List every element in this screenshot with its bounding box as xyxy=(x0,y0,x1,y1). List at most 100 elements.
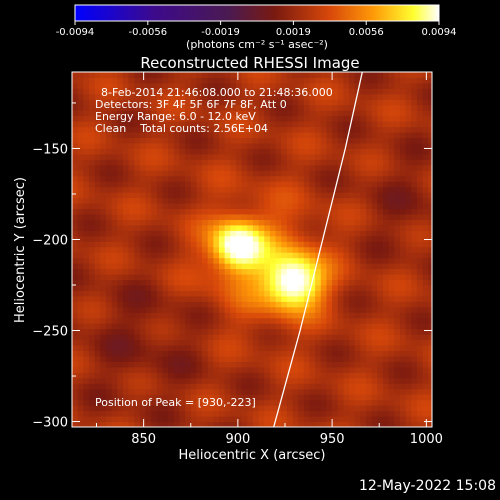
heatmap-cell xyxy=(151,323,158,330)
heatmap-cell xyxy=(349,219,356,226)
heatmap-cell xyxy=(371,405,378,412)
heatmap-cell xyxy=(264,334,271,341)
heatmap-cell xyxy=(411,159,418,166)
heatmap-cell xyxy=(349,164,356,171)
heatmap-cell xyxy=(241,99,248,106)
heatmap-cell xyxy=(320,175,327,182)
heatmap-cell xyxy=(117,175,124,182)
heatmap-cell xyxy=(309,263,316,270)
heatmap-cell xyxy=(388,263,395,270)
heatmap-cell xyxy=(366,274,373,281)
heatmap-cell xyxy=(156,224,163,231)
heatmap-cell xyxy=(173,334,180,341)
heatmap-cell xyxy=(117,214,124,220)
heatmap-cell xyxy=(405,263,412,270)
heatmap-cell xyxy=(332,132,339,139)
heatmap-cell xyxy=(315,132,322,139)
heatmap-cell xyxy=(298,99,305,106)
heatmap-cell xyxy=(422,203,429,210)
heatmap-cell xyxy=(219,323,226,330)
heatmap-cell xyxy=(122,159,130,166)
heatmap-cell xyxy=(366,301,373,308)
heatmap-cell xyxy=(230,126,237,133)
heatmap-cell xyxy=(377,274,384,281)
heatmap-cell xyxy=(230,372,237,379)
heatmap-cell xyxy=(292,175,299,182)
heatmap-cell xyxy=(292,323,299,330)
heatmap-cell xyxy=(213,279,220,286)
heatmap-cell xyxy=(292,312,299,319)
heatmap-cell xyxy=(134,110,141,117)
heatmap-cell xyxy=(275,252,282,259)
heatmap-cell xyxy=(292,181,299,188)
heatmap-cell xyxy=(281,246,288,253)
heatmap-cell xyxy=(219,274,226,281)
heatmap-cell xyxy=(315,345,322,352)
heatmap-cell xyxy=(388,317,395,324)
heatmap-cell xyxy=(185,208,192,215)
heatmap-cell xyxy=(394,241,401,248)
heatmap-cell xyxy=(185,72,192,78)
heatmap-cell xyxy=(151,104,158,111)
heatmap-cell xyxy=(343,246,350,253)
heatmap-cell xyxy=(213,328,220,335)
heatmap-cell xyxy=(207,421,214,427)
heatmap-cell xyxy=(151,115,158,122)
heatmap-cell xyxy=(315,235,322,242)
heatmap-cell xyxy=(139,88,147,95)
heatmap-cell xyxy=(179,126,186,133)
heatmap-cell xyxy=(117,164,124,171)
heatmap-cell xyxy=(326,110,333,117)
heatmap-cell xyxy=(416,334,424,341)
heatmap-cell xyxy=(315,377,322,384)
heatmap-cell xyxy=(122,126,130,133)
heatmap-cell xyxy=(399,72,407,78)
heatmap-cell xyxy=(332,317,339,324)
heatmap-cell xyxy=(428,148,432,155)
heatmap-cell xyxy=(230,99,237,106)
heatmap-cell xyxy=(100,88,107,95)
heatmap-cell xyxy=(94,181,101,188)
heatmap-cell xyxy=(202,301,209,308)
heatmap-cell xyxy=(377,143,384,149)
heatmap-cell xyxy=(264,99,271,106)
heatmap-cell xyxy=(320,285,327,291)
heatmap-cell xyxy=(252,279,260,286)
heatmap-cell xyxy=(275,301,282,308)
heatmap-cell xyxy=(286,383,294,390)
heatmap-cell xyxy=(100,350,107,357)
heatmap-cell xyxy=(298,192,305,199)
heatmap-cell xyxy=(156,153,163,160)
heatmap-cell xyxy=(207,208,214,215)
heatmap-cell xyxy=(411,317,418,324)
heatmap-cell xyxy=(122,143,130,149)
heatmap-cell xyxy=(230,274,237,281)
heatmap-cell xyxy=(88,279,96,286)
heatmap-cell xyxy=(219,350,226,357)
heatmap-cell xyxy=(281,421,288,427)
heatmap-cell xyxy=(422,77,429,84)
heatmap-cell xyxy=(269,257,277,264)
heatmap-cell xyxy=(77,252,84,259)
heatmap-cell xyxy=(388,301,395,308)
heatmap-cell xyxy=(247,115,254,122)
heatmap-cell xyxy=(326,410,333,417)
heatmap-cell xyxy=(196,268,203,275)
heatmap-cell xyxy=(360,285,367,291)
heatmap-cell xyxy=(219,175,226,182)
heatmap-cell xyxy=(162,241,169,248)
heatmap-cell xyxy=(207,317,214,324)
heatmap-cell xyxy=(224,268,231,275)
heatmap-cell xyxy=(105,290,113,297)
heatmap-cell xyxy=(258,104,265,111)
heatmap-cell xyxy=(422,301,429,308)
heatmap-cell xyxy=(117,285,124,291)
heatmap-cell xyxy=(151,93,158,100)
heatmap-cell xyxy=(264,416,271,423)
heatmap-cell xyxy=(428,186,432,193)
heatmap-cell xyxy=(128,246,135,253)
heatmap-cell xyxy=(134,334,141,341)
heatmap-cell xyxy=(422,279,429,286)
heatmap-cell xyxy=(275,175,282,182)
heatmap-cell xyxy=(168,224,175,231)
